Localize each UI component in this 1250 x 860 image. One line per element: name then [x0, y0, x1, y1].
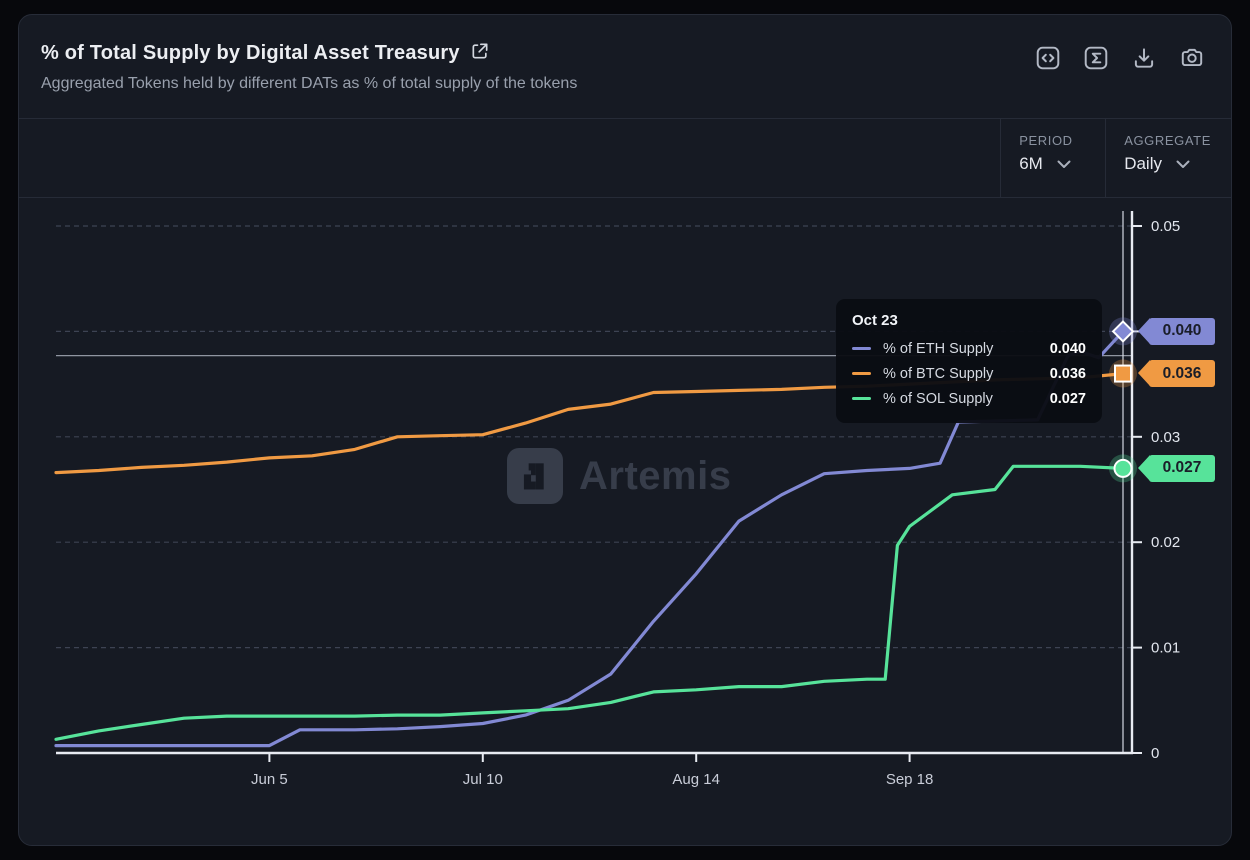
marker-square [1114, 364, 1132, 383]
tooltip-row: % of ETH Supply 0.040 [852, 336, 1086, 361]
value-badge: 0.040 [1138, 317, 1215, 345]
x-tick-label: Jul 10 [463, 771, 503, 788]
controls-row: PERIOD 6M AGGREGATE Daily [19, 119, 1231, 198]
period-label: PERIOD [1019, 133, 1073, 148]
aggregate-label: AGGREGATE [1124, 133, 1211, 148]
header-text: % of Total Supply by Digital Asset Treas… [41, 41, 577, 93]
y-tick-label: 0.05 [1151, 218, 1180, 235]
badge-value: 0.040 [1162, 322, 1202, 340]
card-header: % of Total Supply by Digital Asset Treas… [19, 15, 1231, 119]
code-icon[interactable] [1035, 45, 1061, 71]
download-icon[interactable] [1131, 45, 1157, 71]
hover-tooltip: Oct 23 % of ETH Supply 0.040 % of BTC Supp… [836, 299, 1102, 423]
tooltip-rows: % of ETH Supply 0.040 % of BTC Supply 0.036… [852, 336, 1086, 411]
value-badge: 0.027 [1138, 454, 1215, 482]
tooltip-series-value: 0.036 [1049, 365, 1086, 382]
y-tick-label: 0.03 [1151, 429, 1180, 446]
x-tick-label: Aug 14 [672, 771, 720, 788]
page-title: % of Total Supply by Digital Asset Treas… [41, 42, 460, 64]
chart-svg[interactable]: 0 0.01 0.02 0.03 0.05 Jun 5 Jul 10 Aug 14 Sep 18 [19, 198, 1232, 798]
tooltip-series-value: 0.027 [1049, 390, 1086, 407]
aggregate-dropdown[interactable]: AGGREGATE Daily [1105, 119, 1231, 197]
tooltip-date: Oct 23 [852, 312, 898, 329]
series-dash-icon [852, 371, 871, 376]
toolbar [1035, 45, 1205, 71]
camera-icon[interactable] [1179, 45, 1205, 71]
chevron-down-icon [1057, 154, 1071, 174]
page-subtitle: Aggregated Tokens held by different DATs… [41, 75, 578, 92]
chart-card: % of Total Supply by Digital Asset Treas… [18, 14, 1232, 846]
chevron-down-icon [1176, 154, 1190, 174]
y-tick-label: 0.02 [1151, 534, 1180, 551]
x-tick-label: Jun 5 [251, 771, 288, 788]
external-link-icon[interactable] [470, 41, 490, 66]
series-line-ofsolsupply [54, 464, 1125, 741]
series-dash-icon [852, 346, 871, 351]
tooltip-series-label: % of BTC Supply [883, 365, 994, 382]
y-tick-label: 0 [1151, 745, 1159, 762]
badge-value: 0.036 [1162, 364, 1202, 382]
marker-circle [1113, 458, 1133, 478]
value-badge: 0.036 [1138, 360, 1215, 388]
aggregate-value: Daily [1124, 154, 1162, 173]
tooltip-row: % of SOL Supply 0.027 [852, 386, 1086, 411]
sigma-icon[interactable] [1083, 45, 1109, 71]
badge-value: 0.027 [1162, 459, 1202, 477]
x-tick-label: Sep 18 [886, 771, 934, 788]
tooltip-series-label: % of SOL Supply [883, 390, 993, 407]
marker-diamond [1111, 320, 1135, 343]
tooltip-series-value: 0.040 [1049, 340, 1086, 357]
tooltip-row: % of BTC Supply 0.036 [852, 361, 1086, 386]
series-dash-icon [852, 396, 871, 401]
period-value: 6M [1019, 154, 1043, 173]
tooltip-series-label: % of ETH Supply [883, 340, 994, 357]
y-tick-label: 0.01 [1151, 640, 1180, 657]
chart-area: 0 0.01 0.02 0.03 0.05 Jun 5 Jul 10 Aug 14 Sep 18… [19, 198, 1232, 845]
period-dropdown[interactable]: PERIOD 6M [1000, 119, 1105, 197]
